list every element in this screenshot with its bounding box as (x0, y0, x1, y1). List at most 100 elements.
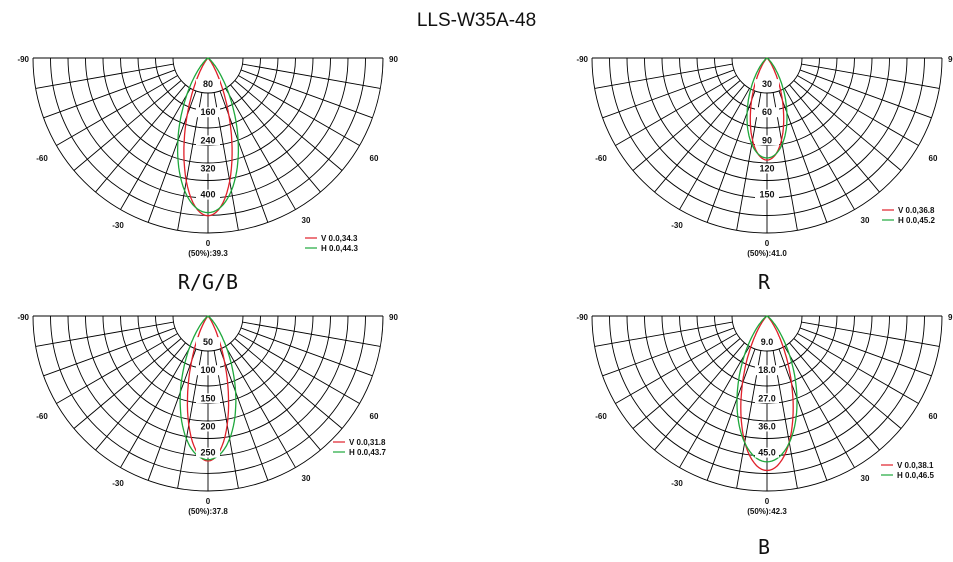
grid-spoke (789, 342, 880, 451)
polar-chart-r: -90 90 -60 60 -30 30 0 30 60 90 120 150 (50%):41.0 V … (576, 55, 953, 258)
series-curve-v (186, 315, 230, 462)
half-angle-label: (50%):42.3 (747, 507, 787, 516)
caption-rgb: R/G/B (177, 270, 239, 294)
radial-label-bg (196, 107, 220, 118)
radial-label-bg (755, 79, 779, 90)
angle-tick-label: 0 (765, 239, 770, 248)
radial-tick-label: 150 (759, 190, 774, 200)
grid-spoke (147, 348, 197, 481)
grid-spoke (679, 346, 750, 468)
radial-label-bg (196, 393, 220, 404)
radial-label-bg (196, 421, 220, 432)
radial-label-bg (755, 337, 779, 348)
legend-label: H 0.0,45.2 (898, 216, 935, 225)
angle-tick-label: 60 (929, 412, 938, 421)
grid-spoke (602, 69, 735, 119)
grid-spoke (797, 75, 919, 146)
angle-tick-label: 90 (948, 55, 953, 64)
radial-tick-label: 80 (203, 79, 213, 89)
angle-tick-label: 60 (370, 412, 379, 421)
radial-tick-label: 100 (200, 365, 215, 375)
radial-label-bg (755, 393, 779, 404)
grid-spoke (147, 90, 197, 223)
angle-tick-label: 60 (929, 154, 938, 163)
grid-spoke (225, 346, 296, 468)
polar-chart-g: -90 90 -60 60 -30 30 0 50 100 150 200 250 (50%):37.8… (17, 313, 398, 516)
legend-label: V 0.0,36.8 (898, 206, 935, 215)
radial-tick-label: 90 (762, 135, 772, 145)
grid-spoke (615, 75, 737, 146)
polar-chart-rgb: -90 90 -60 60 -30 30 0 80 160 240 320 400 (50%):39.3… (17, 55, 398, 258)
grid-ring (731, 57, 803, 94)
series-curve-h (736, 315, 798, 463)
radial-label-bg (755, 163, 779, 174)
page-title: LLS-W35A-48 (416, 10, 537, 31)
grid-spoke (793, 80, 902, 171)
angle-tick-label: -60 (36, 412, 48, 421)
grid-spoke (230, 342, 321, 451)
grid-spoke (602, 327, 735, 377)
series-curve-h (179, 315, 237, 461)
angle-tick-label: -90 (576, 55, 588, 64)
legend-label: V 0.0,38.1 (897, 461, 934, 470)
angle-tick-label: 60 (370, 154, 379, 163)
grid-spoke (242, 321, 381, 347)
series-curve-h (176, 57, 240, 214)
radial-tick-label: 50 (203, 337, 213, 347)
radial-label-bg (755, 421, 779, 432)
radial-label-bg (755, 447, 779, 458)
grid-spoke (240, 69, 373, 119)
radial-tick-label: 250 (200, 448, 215, 458)
angle-tick-label: -90 (17, 313, 29, 322)
grid-ring (172, 315, 244, 352)
grid-spoke (242, 63, 381, 89)
grid-spoke (789, 84, 880, 193)
grid-spoke (73, 338, 182, 429)
caption-r: R (757, 270, 771, 294)
grid-spoke (219, 90, 269, 223)
grid-spoke (801, 63, 940, 89)
angle-tick-label: 0 (206, 239, 211, 248)
legend-label: H 0.0,46.5 (897, 471, 934, 480)
angle-tick-label: 30 (861, 474, 870, 483)
angle-tick-label: 0 (206, 497, 211, 506)
grid-spoke (799, 69, 932, 119)
angle-tick-label: 90 (389, 55, 398, 64)
radial-tick-label: 45.0 (758, 448, 776, 458)
grid-spoke (240, 327, 373, 377)
grid-spoke (234, 338, 343, 429)
grid-spoke (95, 342, 186, 451)
grid-spoke (35, 63, 174, 89)
grid-spoke (43, 327, 176, 377)
radial-tick-label: 27.0 (758, 393, 776, 403)
radial-label-bg (196, 163, 220, 174)
angle-tick-label: 0 (765, 497, 770, 506)
radial-label-bg (755, 365, 779, 376)
grid-spoke (784, 88, 855, 210)
radial-label-bg (196, 447, 220, 458)
angle-tick-label: 30 (861, 216, 870, 225)
angle-tick-label: -90 (17, 55, 29, 64)
radial-tick-label: 200 (200, 421, 215, 431)
grid-spoke (73, 80, 182, 171)
radial-tick-label: 36.0 (758, 421, 776, 431)
angle-tick-label: -30 (112, 221, 124, 230)
grid-spoke (234, 80, 343, 171)
grid-spoke (238, 333, 360, 404)
angle-tick-label: 30 (302, 216, 311, 225)
half-angle-label: (50%):41.0 (747, 249, 787, 258)
radial-tick-label: 9.0 (761, 337, 774, 347)
angle-tick-label: -90 (576, 313, 588, 322)
grid-spoke (654, 342, 745, 451)
radial-tick-label: 400 (200, 190, 215, 200)
grid-spoke (230, 84, 321, 193)
radial-tick-label: 150 (200, 393, 215, 403)
legend-label: V 0.0,31.8 (349, 438, 386, 447)
grid-spoke (632, 80, 741, 171)
grid-spoke (95, 84, 186, 193)
series-curve-v (183, 57, 233, 217)
radial-label-bg (755, 135, 779, 146)
grid-spoke (225, 88, 296, 210)
grid-spoke (679, 88, 750, 210)
grid-spoke (632, 338, 741, 429)
